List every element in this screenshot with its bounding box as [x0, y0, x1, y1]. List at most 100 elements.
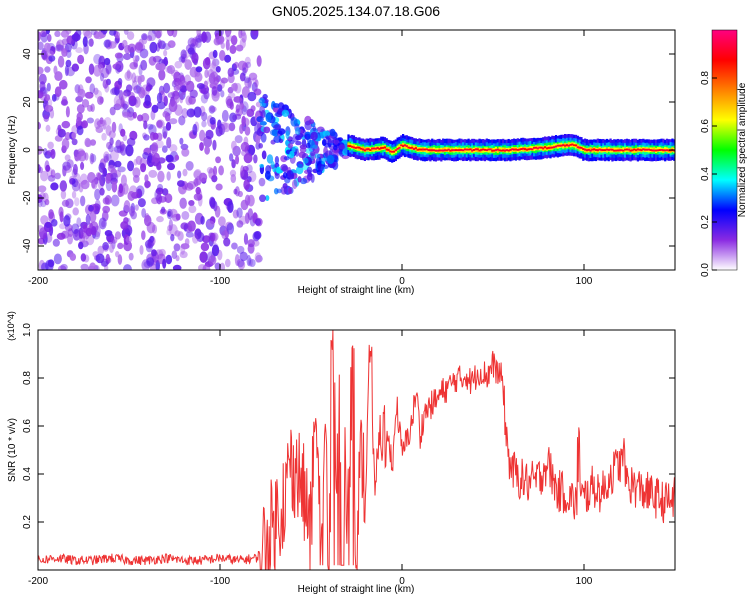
heatmap-cell — [89, 83, 96, 95]
heatmap-cell — [184, 59, 193, 70]
heatmap-cell — [125, 84, 133, 93]
heatmap-cell — [168, 218, 174, 231]
heatmap-cell — [525, 148, 528, 151]
heatmap-cell — [219, 49, 226, 61]
heatmap-cell — [281, 109, 290, 117]
heatmap-cell — [660, 148, 663, 151]
heatmap-cell — [289, 174, 295, 180]
colorbar-label: Normalized spectral amplitude — [737, 82, 748, 217]
heatmap-cell — [265, 113, 272, 123]
heatmap-cell — [258, 177, 266, 187]
heatmap-cell — [81, 99, 90, 108]
heatmap-cell — [365, 148, 368, 151]
heatmap-cell — [195, 186, 201, 195]
heatmap-cell — [102, 205, 111, 214]
heatmap-y-tick-label: -20 — [22, 190, 33, 205]
heatmap-cell — [161, 145, 168, 153]
heatmap-cell — [255, 134, 261, 145]
heatmap-cell — [640, 149, 643, 152]
heatmap-cell — [505, 149, 508, 152]
heatmap-cell — [199, 251, 208, 263]
heatmap-cell — [85, 213, 91, 225]
heatmap-cell — [198, 264, 207, 270]
heatmap-cell — [120, 103, 129, 110]
heatmap-cell — [57, 265, 67, 270]
heatmap-cell — [260, 110, 266, 119]
heatmap-cell — [234, 254, 240, 266]
heatmap-cell — [41, 49, 48, 61]
snr-x-tick-label: 100 — [576, 576, 593, 587]
heatmap-cell — [200, 242, 210, 252]
heatmap-cell — [94, 89, 103, 99]
heatmap-cell — [171, 250, 178, 260]
heatmap-cell — [325, 135, 330, 145]
heatmap-cell — [144, 179, 150, 189]
heatmap-cell — [200, 215, 205, 225]
heatmap-cell — [594, 149, 598, 151]
heatmap-cell — [269, 129, 278, 136]
heatmap-cell — [61, 138, 70, 150]
heatmap-cell — [132, 55, 139, 64]
heatmap-cell — [157, 39, 162, 49]
heatmap-cell — [396, 147, 399, 150]
heatmap-cell — [183, 74, 192, 86]
heatmap-cell — [647, 148, 650, 151]
heatmap-cell — [89, 262, 97, 270]
heatmap-cell — [194, 72, 203, 83]
heatmap-cell — [67, 233, 73, 245]
heatmap-cell — [110, 149, 119, 162]
snr-x-axis: -200 -100 0 100 — [28, 330, 593, 587]
heatmap-cell — [602, 149, 605, 152]
heatmap-cell — [593, 148, 596, 151]
heatmap-cell — [115, 250, 120, 258]
snr-y-tick-label: 0.6 — [22, 419, 33, 433]
heatmap-cell — [297, 163, 303, 168]
heatmap-cell — [287, 142, 294, 149]
heatmap-cell — [582, 148, 585, 150]
heatmap-cell — [150, 142, 159, 154]
heatmap-cell — [193, 193, 203, 201]
heatmap-cell — [174, 230, 181, 237]
heatmap-cell — [225, 34, 234, 42]
heatmap-cell — [45, 124, 51, 132]
heatmap-x-tick-label: 100 — [576, 276, 593, 287]
heatmap-cell — [266, 154, 274, 164]
heatmap-cell — [188, 199, 195, 207]
heatmap-cell — [452, 149, 456, 152]
heatmap-cell — [224, 258, 231, 268]
heatmap-cell — [243, 233, 249, 245]
heatmap-cell — [232, 209, 239, 219]
heatmap-cell — [567, 142, 570, 148]
heatmap-cell — [99, 187, 105, 196]
heatmap-cell — [179, 197, 187, 209]
heatmap-cell — [443, 149, 447, 152]
heatmap-cell — [494, 149, 498, 152]
heatmap-cell — [221, 230, 230, 240]
heatmap-cell — [299, 147, 307, 153]
heatmap-cell — [63, 215, 71, 227]
heatmap-cell — [258, 143, 263, 149]
heatmap-cell — [465, 148, 468, 151]
heatmap-cell — [98, 64, 104, 74]
heatmap-cell — [185, 231, 194, 238]
heatmap-cell — [91, 179, 96, 189]
heatmap-cell — [653, 147, 656, 152]
heatmap-cell — [54, 30, 61, 38]
heatmap-cell — [584, 148, 587, 151]
heatmap-cell — [260, 133, 267, 143]
heatmap-cell — [54, 71, 63, 82]
heatmap-cell — [562, 144, 565, 147]
heatmap-cell — [358, 146, 361, 149]
heatmap-cell — [149, 41, 158, 54]
heatmap-cell — [186, 108, 196, 118]
heatmap-cell — [88, 63, 95, 75]
heatmap-cell — [162, 110, 169, 118]
heatmap-cell — [80, 161, 85, 171]
heatmap-cell — [518, 148, 521, 151]
heatmap-cell — [614, 149, 618, 152]
heatmap-cell — [622, 149, 625, 152]
heatmap-cell — [211, 58, 217, 69]
heatmap-cell — [460, 149, 463, 151]
heatmap-cell — [223, 237, 231, 247]
heatmap-cell — [569, 143, 572, 146]
